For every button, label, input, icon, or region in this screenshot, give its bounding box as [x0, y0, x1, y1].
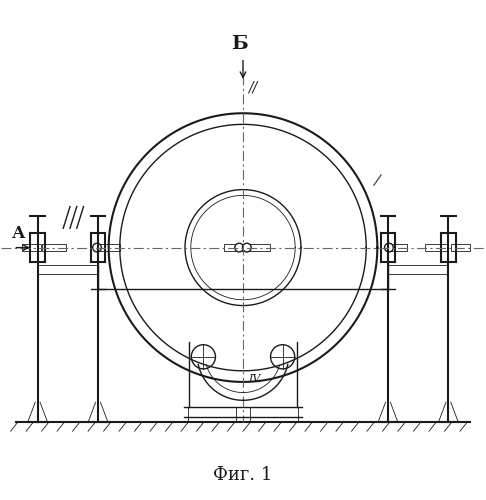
Text: А: А — [12, 225, 26, 242]
Text: IV: IV — [248, 374, 260, 384]
Circle shape — [384, 243, 393, 252]
Bar — [37, 265, 98, 274]
Text: //: // — [248, 80, 257, 94]
Circle shape — [235, 243, 243, 252]
Bar — [224, 244, 248, 252]
Bar — [245, 244, 270, 252]
Bar — [451, 244, 470, 252]
Circle shape — [191, 344, 215, 369]
Bar — [42, 244, 66, 252]
Circle shape — [243, 243, 251, 252]
Circle shape — [93, 243, 102, 252]
Bar — [425, 244, 449, 252]
Bar — [98, 244, 120, 252]
Text: /: / — [372, 173, 380, 188]
Circle shape — [271, 344, 295, 369]
Text: Б: Б — [231, 35, 248, 53]
Bar — [385, 244, 407, 252]
Bar — [388, 265, 449, 274]
Text: Фиг. 1: Фиг. 1 — [213, 466, 273, 483]
Bar — [22, 244, 41, 252]
